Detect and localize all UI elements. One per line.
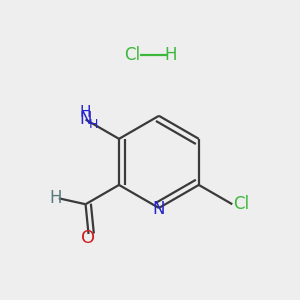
- Text: H: H: [49, 189, 61, 207]
- Text: H: H: [88, 118, 98, 131]
- Text: Cl: Cl: [233, 195, 249, 213]
- Text: N: N: [79, 110, 92, 128]
- Text: H: H: [80, 105, 91, 120]
- Text: H: H: [165, 46, 177, 64]
- Text: N: N: [153, 200, 165, 218]
- Text: O: O: [82, 230, 96, 247]
- Text: Cl: Cl: [124, 46, 140, 64]
